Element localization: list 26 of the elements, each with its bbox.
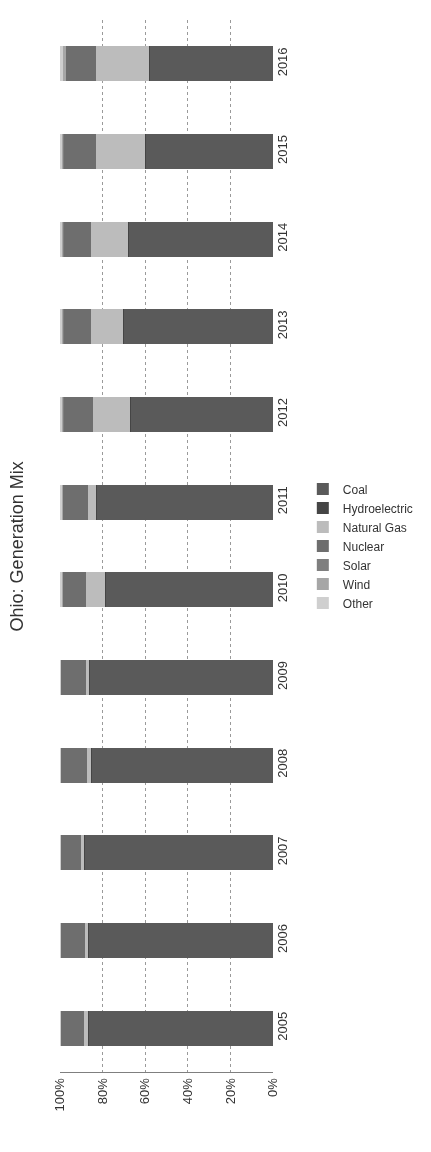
y-tick-label: 2011	[275, 486, 290, 515]
y-tick-label: 2007	[275, 836, 290, 866]
legend-label: Wind	[342, 577, 371, 592]
legend-label: Other	[342, 596, 373, 611]
y-tick-label: 2006	[275, 924, 290, 954]
y-tick-label: 2010	[275, 573, 290, 603]
text: Ohio: Generation Mix	[7, 461, 28, 632]
legend-label: Nuclear	[342, 539, 385, 554]
x-tick-label: 0%	[265, 1077, 281, 1097]
legend-label: Coal	[342, 482, 368, 497]
y-tick-label: 2012	[275, 398, 290, 428]
x-tick-label: 100%	[52, 1077, 68, 1112]
y-tick-label: 2014	[275, 222, 290, 252]
x-tick-label: 40%	[180, 1077, 196, 1105]
y-tick-label: 2009	[275, 661, 290, 691]
x-tick-label: 80%	[94, 1077, 110, 1105]
legend-label: Hydroelectric	[342, 501, 413, 516]
x-tick-label: 60%	[137, 1077, 153, 1105]
y-tick-label: 2015	[275, 135, 290, 165]
y-tick-label: 2013	[275, 310, 290, 340]
y-tick-label: 2008	[275, 748, 290, 778]
x-tick-label: 20%	[222, 1077, 238, 1105]
y-tick-label: 2005	[275, 1011, 290, 1041]
legend-label: Natural Gas	[342, 520, 407, 535]
legend-label: Solar	[342, 558, 371, 573]
y-tick-label: 2016	[275, 47, 290, 77]
